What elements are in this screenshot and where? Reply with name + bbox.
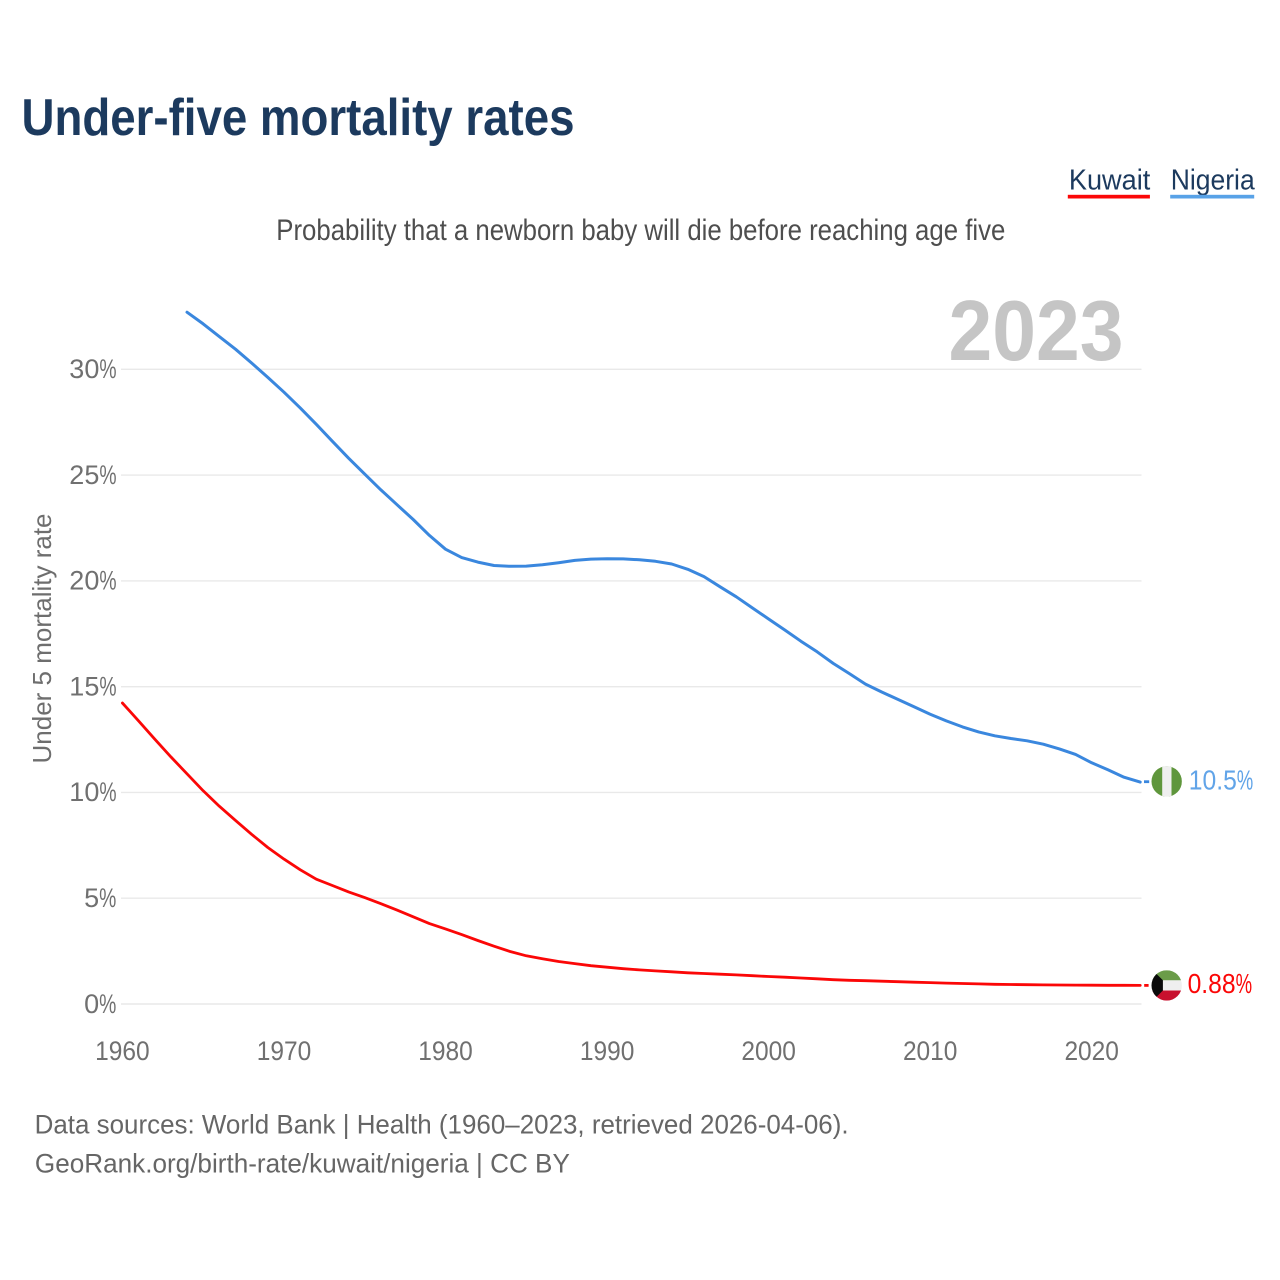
svg-text:0%: 0% [84, 989, 116, 1019]
svg-text:2000: 2000 [741, 1036, 796, 1066]
svg-text:Under-five mortality rates: Under-five mortality rates [22, 89, 575, 147]
svg-text:10%: 10% [69, 777, 116, 807]
svg-text:30%: 30% [69, 354, 116, 384]
svg-text:0.88%: 0.88% [1188, 968, 1253, 999]
svg-text:GeoRank.org/birth-rate/kuwait/: GeoRank.org/birth-rate/kuwait/nigeria | … [35, 1148, 570, 1178]
svg-text:1990: 1990 [580, 1036, 635, 1066]
svg-text:2023: 2023 [949, 284, 1124, 379]
svg-text:Kuwait: Kuwait [1069, 165, 1151, 197]
svg-text:Nigeria: Nigeria [1171, 165, 1256, 197]
svg-text:1970: 1970 [257, 1036, 312, 1066]
svg-text:Under 5 mortality rate: Under 5 mortality rate [27, 514, 57, 764]
svg-text:1980: 1980 [418, 1036, 473, 1066]
svg-text:2020: 2020 [1064, 1036, 1119, 1066]
svg-text:Data sources: World Bank | Hea: Data sources: World Bank | Health (1960–… [35, 1109, 849, 1139]
svg-text:20%: 20% [69, 566, 116, 596]
svg-text:Probability that a newborn bab: Probability that a newborn baby will die… [276, 214, 1005, 247]
svg-text:15%: 15% [69, 672, 116, 702]
svg-text:25%: 25% [69, 460, 116, 490]
svg-text:1960: 1960 [95, 1036, 150, 1066]
svg-text:10.5%: 10.5% [1189, 764, 1254, 795]
svg-text:5%: 5% [84, 883, 116, 913]
svg-text:2010: 2010 [903, 1036, 958, 1066]
